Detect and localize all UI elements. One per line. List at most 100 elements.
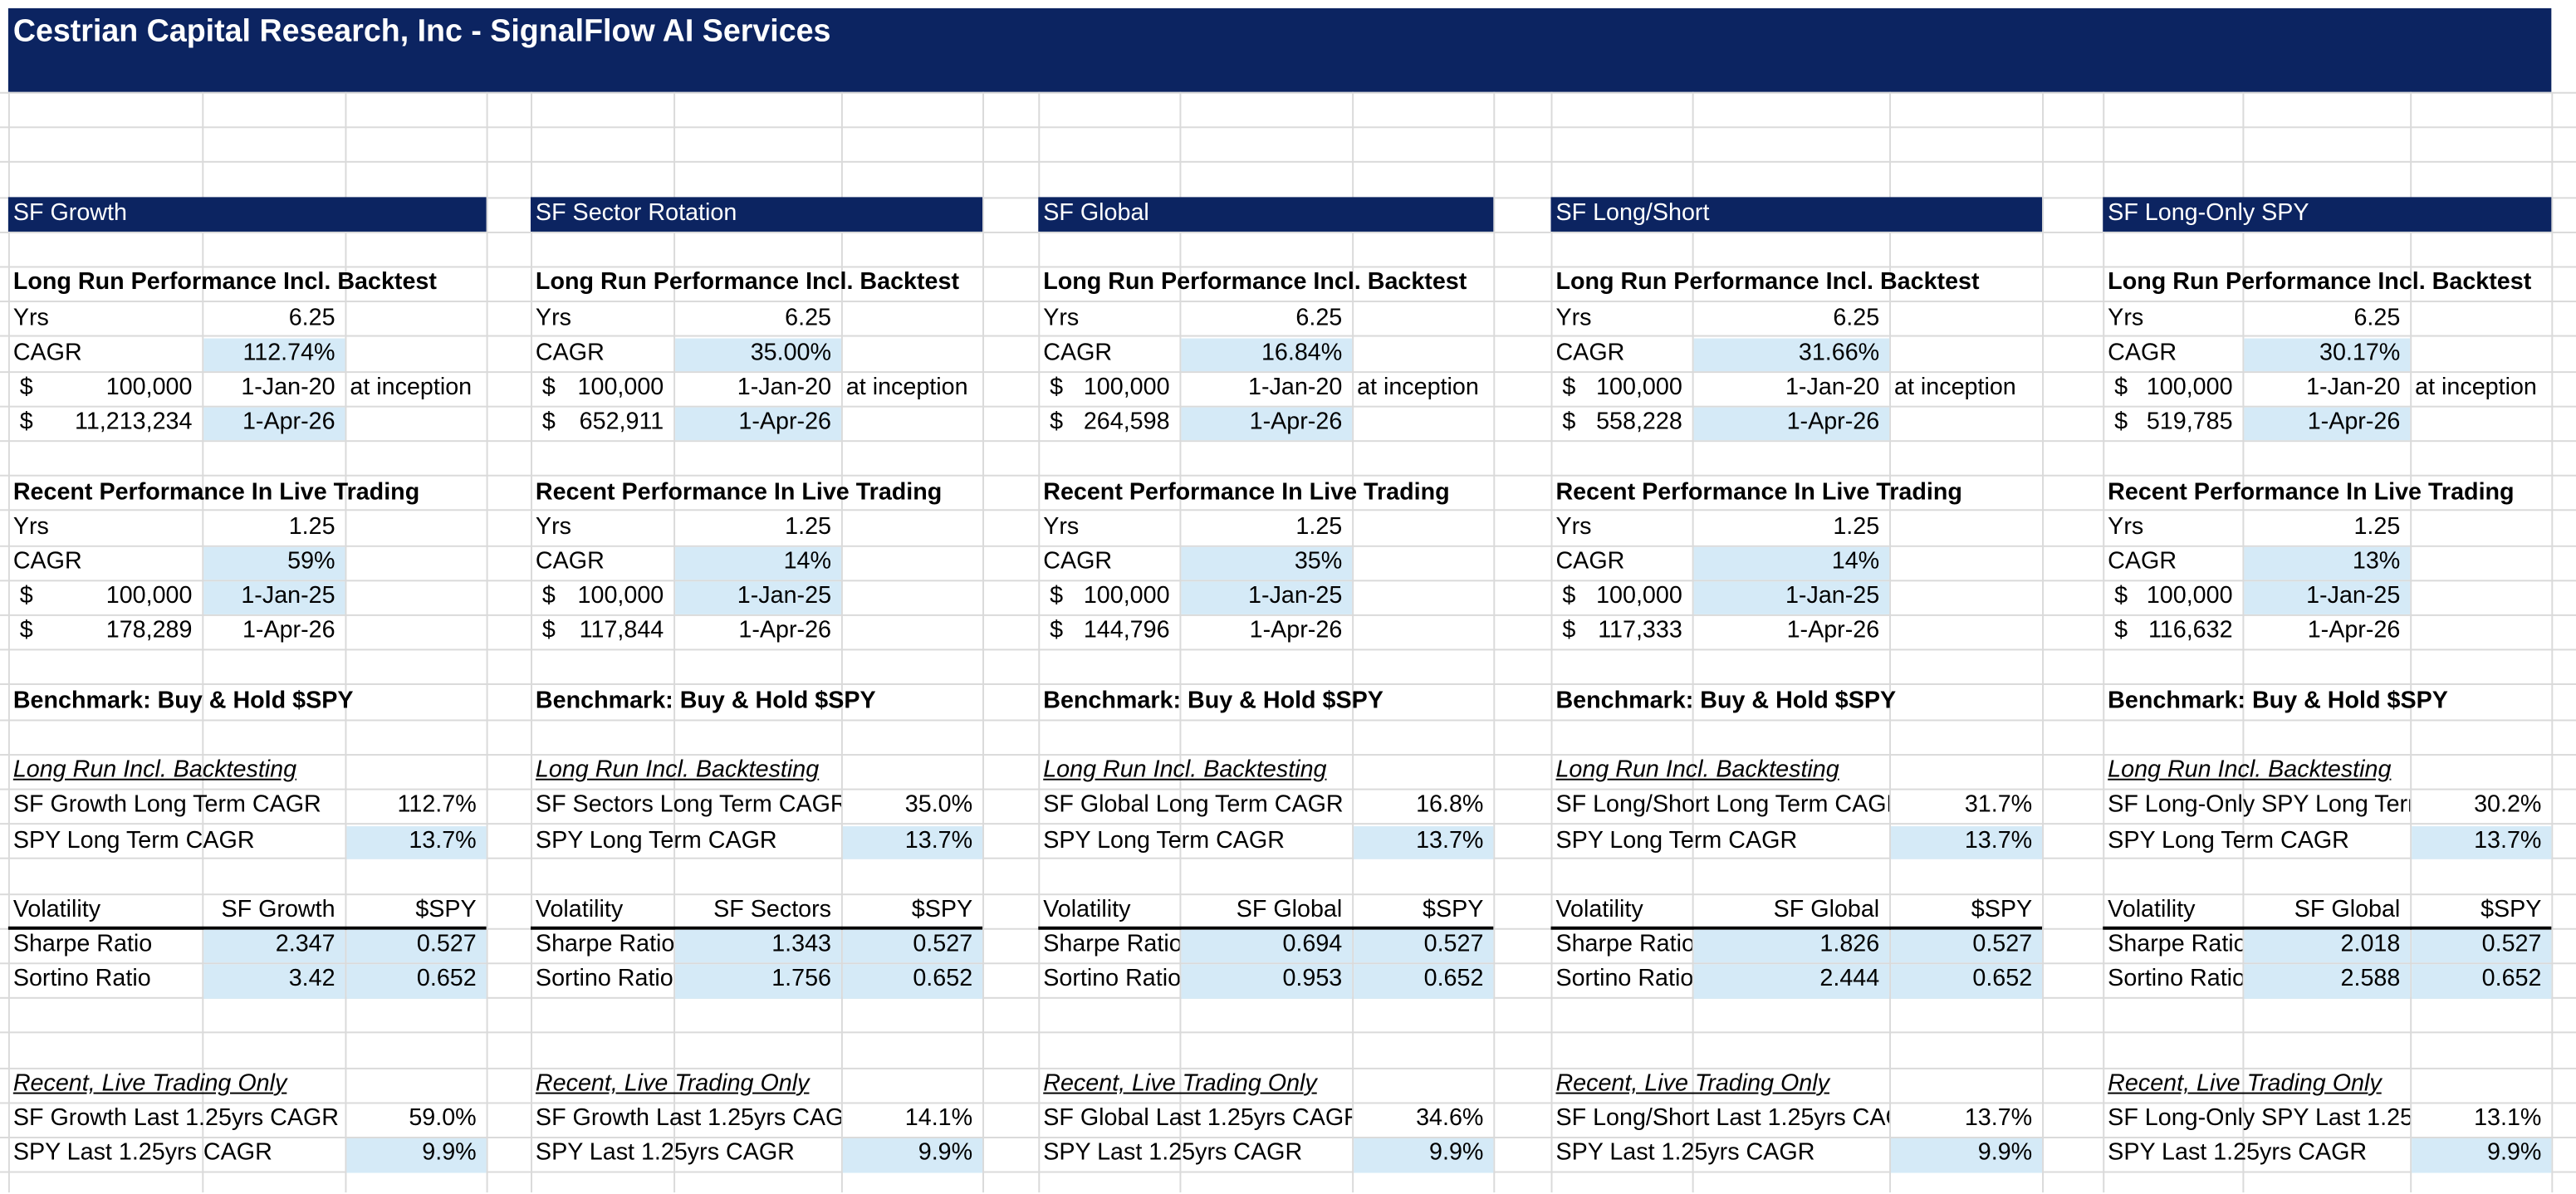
value-cell: 13%	[2352, 548, 2401, 575]
label-cell: SF Long/Short Long Term CAGR	[1555, 792, 1890, 819]
label-cell: SF Sectors Long Term CAGR	[535, 792, 841, 819]
label-cell: $	[2114, 618, 2128, 645]
panel-title: SF Growth	[12, 200, 127, 228]
grid-line	[0, 614, 2576, 616]
label-cell: Yrs	[535, 305, 571, 331]
value-cell: 0.953	[1282, 966, 1343, 993]
value-cell: 13.7%	[904, 827, 973, 854]
value-cell: 0.652	[2481, 966, 2542, 993]
value-cell: $SPY	[2481, 897, 2542, 923]
value-cell: 100,000	[1596, 374, 1682, 401]
row-border	[530, 927, 983, 930]
value-cell: 1-Apr-26	[1249, 409, 1343, 436]
value-cell: 3.42	[288, 966, 335, 993]
label-cell: CAGR	[2108, 340, 2177, 366]
row-border	[1550, 927, 2043, 930]
grid-line	[0, 1032, 2576, 1035]
label-cell: CAGR	[12, 340, 82, 366]
grid-line	[0, 405, 2576, 408]
highlight	[1354, 965, 1494, 998]
value-cell: 34.6%	[1416, 1105, 1484, 1133]
label-cell: SF Global Last 1.25yrs CAGR	[1043, 1105, 1353, 1133]
label-cell: CAGR	[1043, 340, 1113, 366]
grid-line	[0, 788, 2576, 790]
value-cell: 100,000	[2146, 583, 2233, 610]
label-cell: Benchmark: Buy & Hold $SPY	[535, 688, 876, 715]
highlight	[346, 1138, 487, 1172]
value-cell: 116,632	[2147, 618, 2233, 645]
value-cell: 1.756	[771, 966, 832, 993]
label-cell: SPY Long Term CAGR	[535, 827, 777, 854]
grid-line	[0, 1102, 2576, 1104]
label-cell: $	[19, 374, 33, 401]
highlight	[203, 965, 345, 998]
label-cell: Long Run Incl. Backtesting	[1043, 757, 1327, 785]
label-cell: Recent, Live Trading Only	[1043, 1070, 1317, 1098]
grid-line	[982, 91, 985, 1193]
value-cell: 1-Apr-26	[2307, 409, 2401, 436]
grid-line	[0, 266, 2576, 268]
value-cell: 1-Apr-26	[242, 409, 335, 436]
label-cell: at inception	[350, 374, 473, 401]
label-cell: SF Long-Only SPY Long Term CAGR	[2108, 792, 2410, 819]
label-cell: Sharpe Ratio	[12, 932, 153, 958]
highlight	[1354, 930, 1494, 964]
label-cell: Benchmark: Buy & Hold $SPY	[1043, 688, 1383, 715]
value-cell: 100,000	[1083, 374, 1170, 401]
label-cell: Long Run Incl. Backtesting	[2108, 757, 2392, 785]
grid-line	[530, 91, 532, 1193]
label-cell: $	[1562, 583, 1576, 610]
highlight	[675, 546, 841, 580]
label-cell: $	[541, 409, 556, 436]
label-cell: Sharpe Ratio	[535, 932, 674, 958]
grid-line	[0, 683, 2576, 686]
label-cell: SPY Long Term CAGR	[12, 827, 255, 854]
value-cell: SF Global	[1236, 897, 1343, 923]
label-cell: SPY Last 1.25yrs CAGR	[1555, 1140, 1815, 1167]
value-cell: 2.588	[2340, 966, 2401, 993]
value-cell: 6.25	[1833, 305, 1880, 331]
grid-line	[486, 91, 488, 1193]
highlight	[2412, 1138, 2552, 1172]
value-cell: 1-Apr-26	[1786, 409, 1880, 436]
value-cell: 6.25	[785, 305, 832, 331]
label-cell: SF Global Long Term CAGR	[1043, 792, 1344, 819]
label-cell: $	[541, 618, 556, 645]
label-cell: Yrs	[1043, 513, 1080, 541]
grid-line	[0, 91, 2576, 94]
label-cell: at inception	[845, 374, 968, 401]
grid-line	[0, 161, 2576, 164]
grid-line	[0, 1171, 2576, 1173]
highlight	[2244, 407, 2411, 441]
label-cell: Recent Performance In Live Trading	[1043, 478, 1450, 506]
label-cell: SPY Long Term CAGR	[1555, 827, 1798, 854]
grid-line	[1550, 91, 1553, 1193]
label-cell: at inception	[2415, 374, 2537, 401]
label-cell: Sortino Ratio	[1043, 966, 1180, 993]
highlight	[1891, 930, 2043, 964]
grid-line	[0, 579, 2576, 581]
grid-line	[0, 648, 2576, 651]
grid-line	[1889, 91, 1892, 1193]
highlight	[1181, 581, 1353, 615]
label-cell: SPY Last 1.25yrs CAGR	[2108, 1140, 2368, 1167]
value-cell: 13.7%	[409, 827, 477, 854]
value-cell: 2.444	[1819, 966, 1880, 993]
highlight	[203, 930, 345, 964]
panel-header	[1038, 197, 1494, 232]
value-cell: 100,000	[105, 583, 193, 610]
highlight	[675, 338, 841, 372]
sheet-title: Cestrian Capital Research, Inc - SignalF…	[12, 14, 831, 50]
value-cell: $SPY	[1423, 897, 1484, 923]
value-cell: 16.84%	[1261, 340, 1343, 366]
value-cell: SF Growth	[221, 897, 335, 923]
grid-line	[0, 544, 2576, 546]
value-cell: 13.7%	[2474, 827, 2542, 854]
value-cell: 519,785	[2146, 409, 2233, 436]
value-cell: 59.0%	[409, 1105, 477, 1133]
value-cell: 0.652	[1972, 966, 2033, 993]
label-cell: Volatility	[1555, 897, 1643, 923]
value-cell: 112.7%	[397, 792, 477, 819]
grid-line	[0, 823, 2576, 825]
grid-line	[0, 1067, 2576, 1069]
